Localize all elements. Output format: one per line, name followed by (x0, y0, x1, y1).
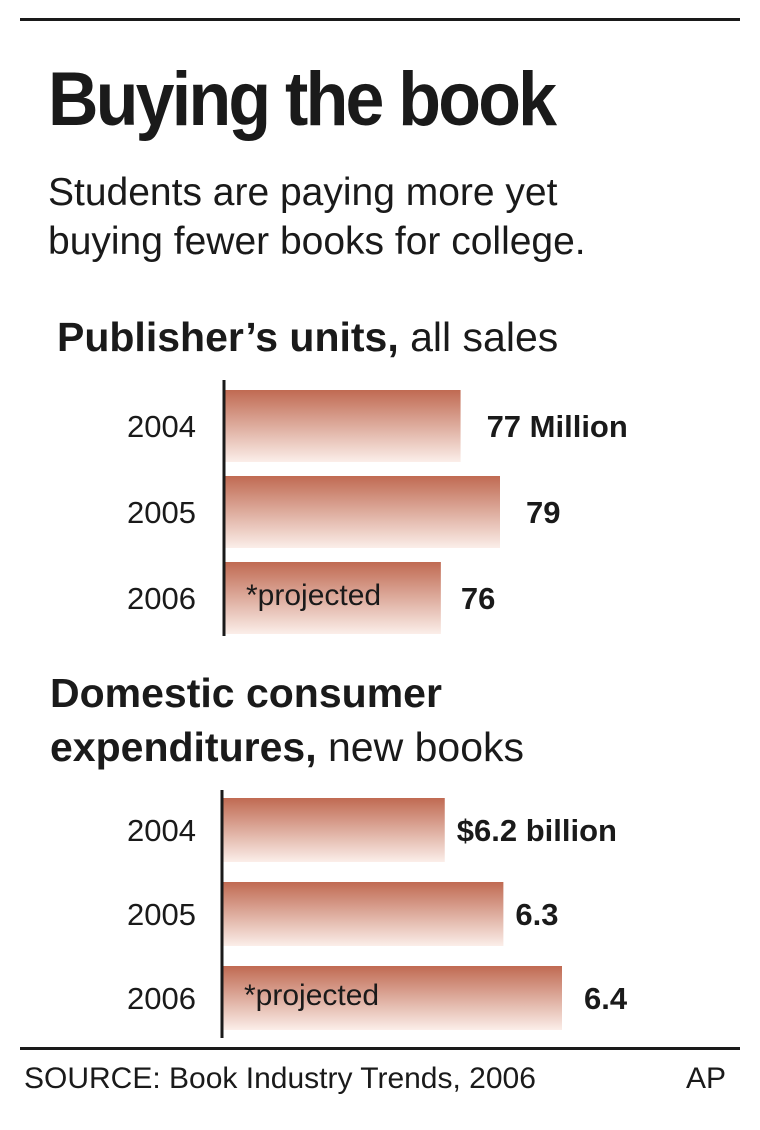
deck-line-2: buying fewer books for college. (48, 220, 586, 263)
bar-2005 (222, 882, 504, 946)
headline: Buying the book (48, 57, 557, 142)
bar-2005 (224, 476, 500, 548)
bottom-rule (20, 1047, 740, 1050)
source-note: SOURCE: Book Industry Trends, 2006 (24, 1062, 536, 1095)
value-label-2004: $6.2 billion (457, 813, 617, 848)
bar-2006 (222, 966, 562, 1030)
value-label-2005: 79 (526, 495, 560, 530)
chart1-title-bold: Publisher’s units, (57, 314, 399, 360)
category-label-2006: 2006 (127, 981, 196, 1016)
credit-ap: AP (686, 1062, 727, 1095)
value-label-2006: 76 (461, 581, 495, 616)
consumer-expenditures-chart: 2004 $6.2 billion 2005 6.3 2006 6.4 *projected (0, 790, 760, 1040)
annotation-projected-2006: *projected (246, 579, 381, 612)
bar-2004 (224, 390, 461, 462)
chart2-title: Domestic consumer expenditures, new book… (50, 666, 524, 774)
category-label-2005: 2005 (127, 495, 196, 530)
chart2-title-bold-line1: Domestic consumer (50, 670, 442, 716)
category-label-2005: 2005 (127, 897, 196, 932)
deck: Students are paying more yet buying fewe… (48, 168, 586, 266)
bar-2006 (224, 562, 441, 634)
publisher-units-svg: 2004 77 Million 2005 79 2006 76 *projected (127, 380, 628, 636)
category-label-2004: 2004 (127, 813, 196, 848)
chart1-title-rest: all sales (398, 314, 559, 360)
chart2-title-bold-line2: expenditures, (50, 724, 317, 770)
category-label-2006: 2006 (127, 581, 196, 616)
value-label-2005: 6.3 (515, 897, 558, 932)
consumer-expenditures-svg: 2004 $6.2 billion 2005 6.3 2006 6.4 *projected (127, 790, 628, 1038)
chart1-title: Publisher’s units, all sales (57, 310, 558, 364)
deck-line-1: Students are paying more yet (48, 171, 558, 214)
category-label-2004: 2004 (127, 409, 196, 444)
bar-2004 (222, 798, 445, 862)
publisher-units-chart: 2004 77 Million 2005 79 2006 76 *projected (0, 380, 760, 640)
value-label-2006: 6.4 (584, 981, 628, 1016)
chart2-title-rest-line2: new books (316, 724, 524, 770)
annotation-projected-2006: *projected (244, 979, 379, 1012)
top-rule (20, 18, 740, 21)
value-label-2004: 77 Million (487, 409, 628, 444)
